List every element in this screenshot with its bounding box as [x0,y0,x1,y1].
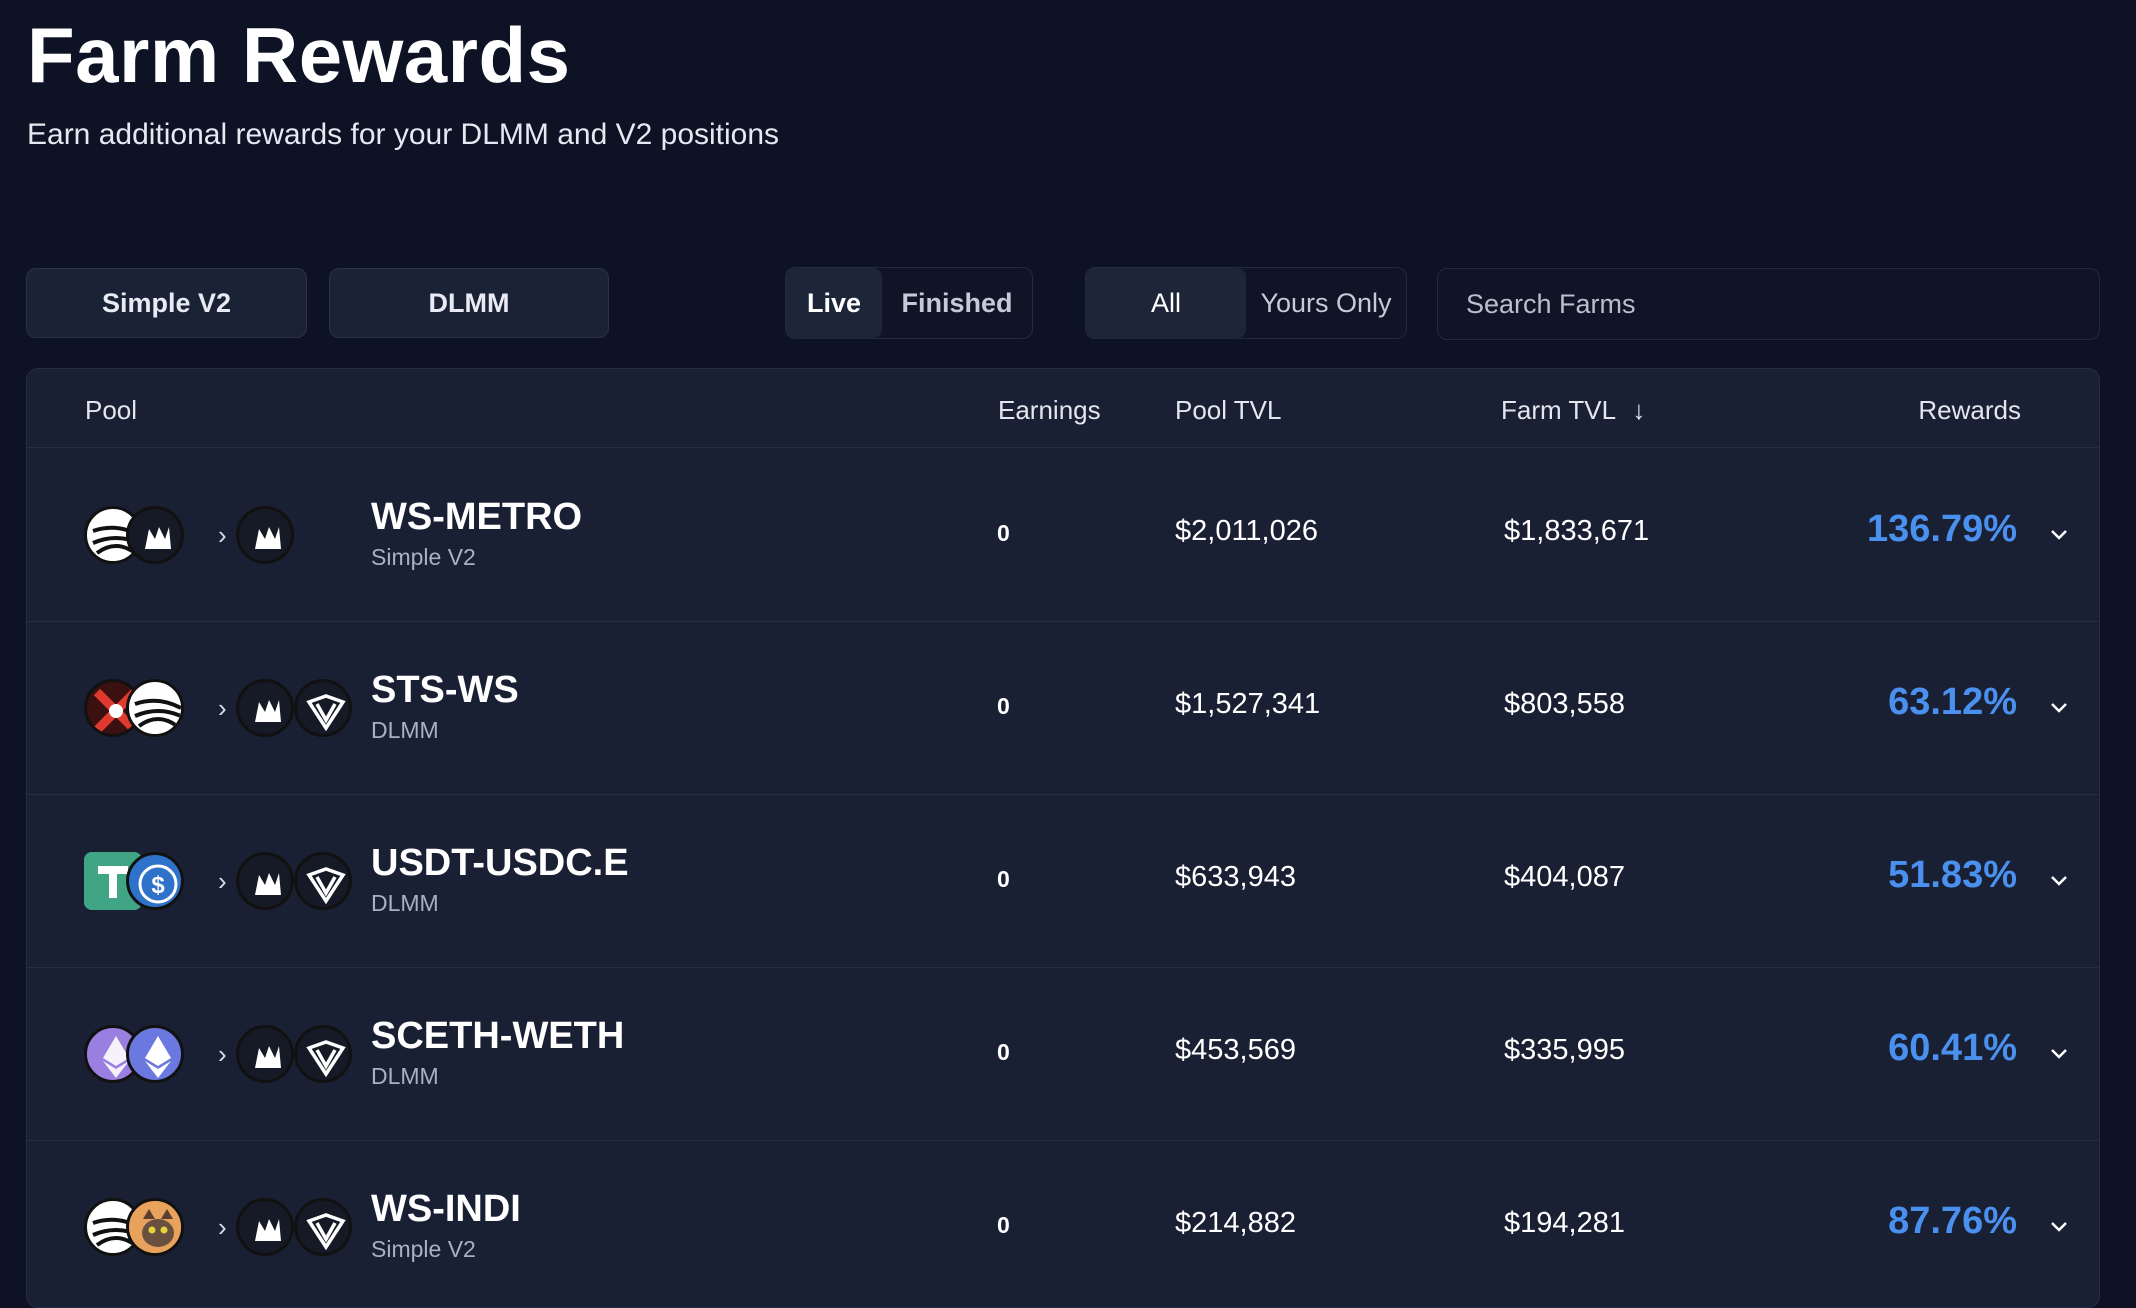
simple-v2-button[interactable]: Simple V2 [26,268,307,338]
metro-icon [126,506,184,564]
all-tab[interactable]: All [1086,268,1246,338]
token-icons: › [84,506,364,566]
table-row[interactable]: $ › USDT-USDC.E DLMM 0 $633,943 $404,087… [27,794,2099,968]
rewards-apr: 136.79% [1866,508,2017,550]
indi-cat-icon [126,1198,184,1256]
earnings-value: 0 [997,1039,1010,1065]
column-farm-tvl-label: Farm TVL [1501,395,1616,425]
earnings-value: 0 [997,693,1010,719]
ownership-toggle: All Yours Only [1085,267,1407,339]
pool-name: USDT-USDC.E [371,842,629,884]
earnings-value: 0 [997,866,1010,892]
metro-icon [236,506,294,564]
finished-tab[interactable]: Finished [901,287,1013,318]
chevron-right-icon: › [218,1212,227,1242]
chevron-down-icon[interactable] [2047,1041,2071,1065]
shield-v-icon [294,1025,352,1083]
sonic-ws-icon [126,679,184,737]
farm-rewards-page: Farm Rewards Earn additional rewards for… [26,11,2100,1308]
pool-tvl-value: $1,527,341 [1175,688,1321,720]
metro-icon [236,1198,294,1256]
rewards-apr: 63.12% [1888,681,2017,723]
sort-down-arrow-icon: ↓ [1632,395,1646,425]
token-icons: › [84,1198,364,1258]
pool-type: Simple V2 [371,1236,476,1262]
metro-icon [236,679,294,737]
earnings-value: 0 [997,520,1010,546]
live-tab[interactable]: Live [786,268,882,338]
farm-tvl-value: $1,833,671 [1504,515,1650,547]
farm-tvl-value: $194,281 [1504,1207,1625,1239]
column-rewards[interactable]: Rewards [1918,395,2021,425]
pool-name: STS-WS [371,669,519,711]
farms-table: Pool Earnings Pool TVL Farm TVL ↓ Reward… [26,368,2100,1308]
chevron-right-icon: › [218,1039,227,1069]
page-subtitle: Earn additional rewards for your DLMM an… [27,118,780,151]
metro-icon [236,1025,294,1083]
token-icons: › [84,1025,364,1085]
farm-tvl-value: $335,995 [1504,1034,1625,1066]
shield-v-icon [294,1198,352,1256]
pool-type: Simple V2 [371,544,476,570]
chevron-right-icon: › [218,693,227,723]
pool-name: WS-INDI [371,1188,521,1230]
pool-tvl-value: $2,011,026 [1175,515,1318,547]
pool-name: WS-METRO [371,496,583,538]
usdc-icon: $ [126,852,184,910]
column-farm-tvl[interactable]: Farm TVL ↓ [1501,395,1645,426]
pool-type: DLMM [371,890,439,916]
pool-tvl-value: $214,882 [1175,1207,1296,1239]
weth-icon [126,1025,184,1083]
chevron-down-icon[interactable] [2047,695,2071,719]
svg-text:$: $ [151,872,165,899]
pool-tvl-value: $633,943 [1175,861,1296,893]
table-row[interactable]: › WS-INDI Simple V2 0 $214,882 $194,281 … [27,1140,2099,1307]
table-header: Pool Earnings Pool TVL Farm TVL ↓ Reward… [27,369,2099,448]
rewards-apr: 87.76% [1888,1200,2017,1242]
yours-only-tab[interactable]: Yours Only [1260,287,1392,318]
shield-v-icon [294,852,352,910]
status-toggle: Live Finished [785,267,1033,339]
search-input[interactable] [1437,268,2100,340]
earnings-value: 0 [997,1212,1010,1238]
rewards-apr: 60.41% [1888,1027,2017,1069]
table-row[interactable]: › STS-WS DLMM 0 $1,527,341 $803,558 63.1… [27,621,2099,795]
chevron-down-icon[interactable] [2047,1214,2071,1238]
farm-tvl-value: $803,558 [1504,688,1625,720]
column-pool[interactable]: Pool [85,395,138,425]
chevron-down-icon[interactable] [2047,868,2071,892]
pool-tvl-value: $453,569 [1175,1034,1296,1066]
pool-type: DLMM [371,1063,439,1089]
dlmm-button[interactable]: DLMM [329,268,609,338]
metro-icon [236,852,294,910]
page-title: Farm Rewards [27,11,571,99]
chevron-down-icon[interactable] [2047,522,2071,546]
chevron-right-icon: › [218,866,227,896]
chevron-right-icon: › [218,520,227,550]
token-icons: › [84,679,364,739]
column-pool-tvl[interactable]: Pool TVL [1175,395,1282,425]
table-row[interactable]: › SCETH-WETH DLMM 0 $453,569 $335,995 60… [27,967,2099,1141]
pool-type: DLMM [371,717,439,743]
farm-tvl-value: $404,087 [1504,861,1625,893]
table-row[interactable]: › WS-METRO Simple V2 0 $2,011,026 $1,833… [27,448,2099,622]
token-icons: $ › [84,852,364,912]
shield-v-icon [294,679,352,737]
pool-name: SCETH-WETH [371,1015,625,1057]
rewards-apr: 51.83% [1888,854,2017,896]
column-earnings[interactable]: Earnings [998,395,1101,425]
